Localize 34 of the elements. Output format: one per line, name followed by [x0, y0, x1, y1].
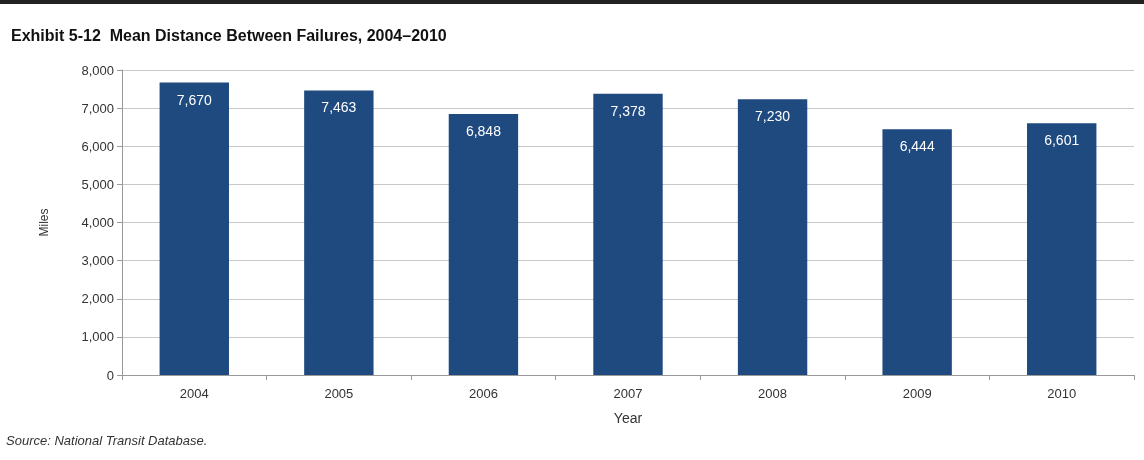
y-tick-label: 6,000 [81, 138, 114, 154]
data-label: 6,601 [1044, 132, 1080, 149]
bar [304, 90, 374, 375]
x-tick-label: 2004 [179, 386, 209, 401]
bar [593, 93, 663, 375]
y-tick-label: 2,000 [81, 291, 114, 307]
data-label: 7,378 [610, 102, 646, 119]
bar [882, 129, 952, 375]
y-axis-title: Miles [37, 208, 51, 237]
x-tick-label: 2006 [468, 386, 498, 401]
bar [159, 82, 229, 375]
x-axis-title: Year [613, 410, 643, 426]
x-tick-label: 2009 [902, 386, 932, 401]
data-label: 7,463 [321, 99, 357, 116]
bar [1027, 123, 1097, 375]
chart-title: Exhibit 5-12 Mean Distance Between Failures, 2004–2010 [11, 26, 447, 44]
y-tick-label: 4,000 [81, 215, 114, 230]
x-tick-label: 2007 [613, 386, 643, 401]
y-tick-label: 3,000 [81, 253, 114, 269]
bar [737, 99, 808, 375]
bar [448, 113, 519, 375]
data-label: 7,670 [176, 91, 213, 108]
y-tick-label: 7,000 [81, 100, 114, 116]
x-tick-label: 2005 [324, 386, 354, 401]
x-tick-label: 2010 [1047, 386, 1077, 401]
y-tick-label: 8,000 [81, 62, 114, 78]
source-note: Source: National Transit Database. [6, 433, 208, 448]
y-tick-label: 5,000 [81, 176, 114, 192]
data-label: 6,848 [465, 122, 502, 139]
x-tick-label: 2008 [758, 386, 788, 401]
y-tick-label: 0 [106, 367, 114, 383]
data-label: 6,444 [899, 138, 935, 155]
data-label: 7,230 [755, 108, 791, 125]
y-tick-label: 1,000 [81, 329, 114, 345]
